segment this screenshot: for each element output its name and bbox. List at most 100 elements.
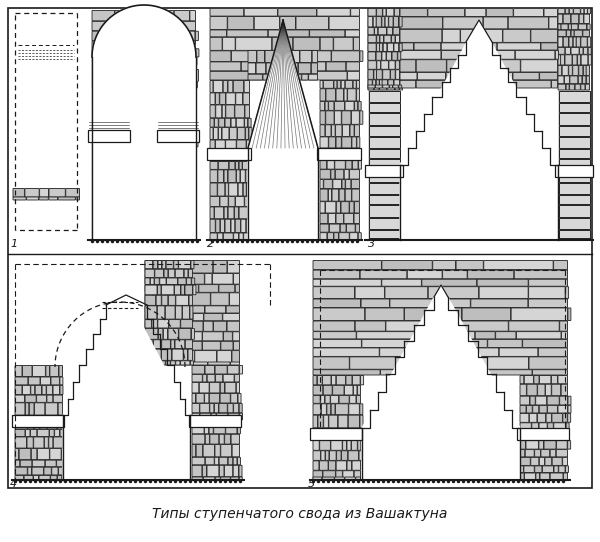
FancyBboxPatch shape (127, 168, 130, 178)
FancyBboxPatch shape (280, 72, 308, 80)
FancyBboxPatch shape (302, 74, 308, 80)
FancyBboxPatch shape (349, 415, 359, 428)
FancyBboxPatch shape (169, 295, 175, 305)
FancyBboxPatch shape (155, 313, 177, 321)
FancyBboxPatch shape (329, 428, 340, 440)
FancyBboxPatch shape (123, 212, 130, 223)
Bar (192, 365, 240, 480)
FancyBboxPatch shape (186, 66, 190, 73)
FancyBboxPatch shape (393, 28, 400, 35)
FancyBboxPatch shape (563, 37, 568, 47)
FancyBboxPatch shape (145, 261, 152, 269)
FancyBboxPatch shape (308, 74, 317, 80)
FancyBboxPatch shape (219, 118, 224, 127)
FancyBboxPatch shape (228, 170, 236, 183)
FancyBboxPatch shape (262, 51, 291, 61)
FancyBboxPatch shape (332, 125, 335, 137)
FancyBboxPatch shape (100, 124, 106, 137)
FancyBboxPatch shape (60, 429, 63, 436)
FancyBboxPatch shape (520, 441, 526, 449)
FancyBboxPatch shape (166, 21, 175, 31)
FancyBboxPatch shape (34, 475, 38, 480)
FancyBboxPatch shape (15, 429, 25, 436)
FancyBboxPatch shape (210, 207, 214, 219)
FancyBboxPatch shape (219, 285, 235, 292)
FancyBboxPatch shape (218, 162, 229, 169)
FancyBboxPatch shape (442, 50, 476, 59)
FancyBboxPatch shape (167, 139, 170, 147)
FancyBboxPatch shape (172, 183, 181, 193)
FancyBboxPatch shape (558, 48, 565, 54)
FancyBboxPatch shape (355, 287, 385, 299)
FancyBboxPatch shape (573, 66, 578, 75)
FancyBboxPatch shape (350, 125, 354, 137)
FancyBboxPatch shape (380, 35, 383, 43)
Bar (368, 90, 400, 240)
FancyBboxPatch shape (320, 396, 325, 403)
FancyBboxPatch shape (302, 62, 326, 71)
FancyBboxPatch shape (209, 393, 220, 403)
FancyBboxPatch shape (173, 159, 179, 169)
FancyBboxPatch shape (176, 361, 180, 365)
FancyBboxPatch shape (374, 70, 377, 79)
FancyBboxPatch shape (199, 383, 209, 393)
FancyBboxPatch shape (569, 9, 573, 14)
FancyBboxPatch shape (169, 320, 180, 328)
FancyBboxPatch shape (50, 365, 58, 377)
FancyBboxPatch shape (317, 376, 322, 385)
FancyBboxPatch shape (53, 385, 59, 395)
FancyBboxPatch shape (336, 471, 343, 479)
FancyBboxPatch shape (236, 383, 239, 393)
FancyBboxPatch shape (224, 207, 227, 219)
FancyBboxPatch shape (109, 191, 112, 198)
FancyBboxPatch shape (170, 194, 176, 207)
Bar (368, 217, 400, 229)
FancyBboxPatch shape (376, 85, 382, 88)
FancyBboxPatch shape (170, 86, 175, 98)
FancyBboxPatch shape (124, 81, 130, 91)
FancyBboxPatch shape (115, 92, 124, 105)
FancyBboxPatch shape (422, 279, 476, 286)
FancyBboxPatch shape (368, 80, 372, 86)
FancyBboxPatch shape (192, 477, 203, 480)
FancyBboxPatch shape (127, 137, 130, 147)
FancyBboxPatch shape (32, 460, 45, 467)
FancyBboxPatch shape (215, 118, 218, 127)
FancyBboxPatch shape (520, 473, 524, 480)
FancyBboxPatch shape (313, 461, 319, 470)
FancyBboxPatch shape (167, 98, 176, 107)
FancyBboxPatch shape (400, 43, 413, 50)
FancyBboxPatch shape (245, 105, 250, 118)
FancyBboxPatch shape (368, 61, 376, 69)
FancyBboxPatch shape (349, 404, 359, 415)
FancyBboxPatch shape (235, 207, 239, 219)
FancyBboxPatch shape (115, 66, 120, 74)
FancyBboxPatch shape (164, 362, 184, 365)
FancyBboxPatch shape (376, 17, 382, 27)
FancyBboxPatch shape (579, 66, 583, 75)
FancyBboxPatch shape (368, 71, 374, 82)
FancyBboxPatch shape (574, 30, 583, 36)
FancyBboxPatch shape (386, 321, 422, 331)
FancyBboxPatch shape (360, 51, 363, 61)
FancyBboxPatch shape (248, 63, 256, 74)
FancyBboxPatch shape (333, 179, 341, 189)
FancyBboxPatch shape (313, 428, 323, 440)
FancyBboxPatch shape (145, 328, 158, 339)
FancyBboxPatch shape (422, 321, 449, 331)
FancyBboxPatch shape (243, 93, 250, 105)
FancyBboxPatch shape (145, 306, 167, 313)
FancyBboxPatch shape (191, 261, 194, 269)
FancyBboxPatch shape (331, 170, 335, 179)
Bar (559, 91, 589, 101)
FancyBboxPatch shape (106, 168, 115, 178)
FancyBboxPatch shape (227, 261, 239, 273)
FancyBboxPatch shape (320, 214, 328, 224)
FancyBboxPatch shape (192, 444, 196, 457)
FancyBboxPatch shape (281, 63, 298, 74)
FancyBboxPatch shape (374, 62, 382, 70)
FancyBboxPatch shape (583, 66, 586, 75)
FancyBboxPatch shape (350, 202, 354, 213)
FancyBboxPatch shape (329, 451, 336, 460)
FancyBboxPatch shape (224, 434, 230, 444)
